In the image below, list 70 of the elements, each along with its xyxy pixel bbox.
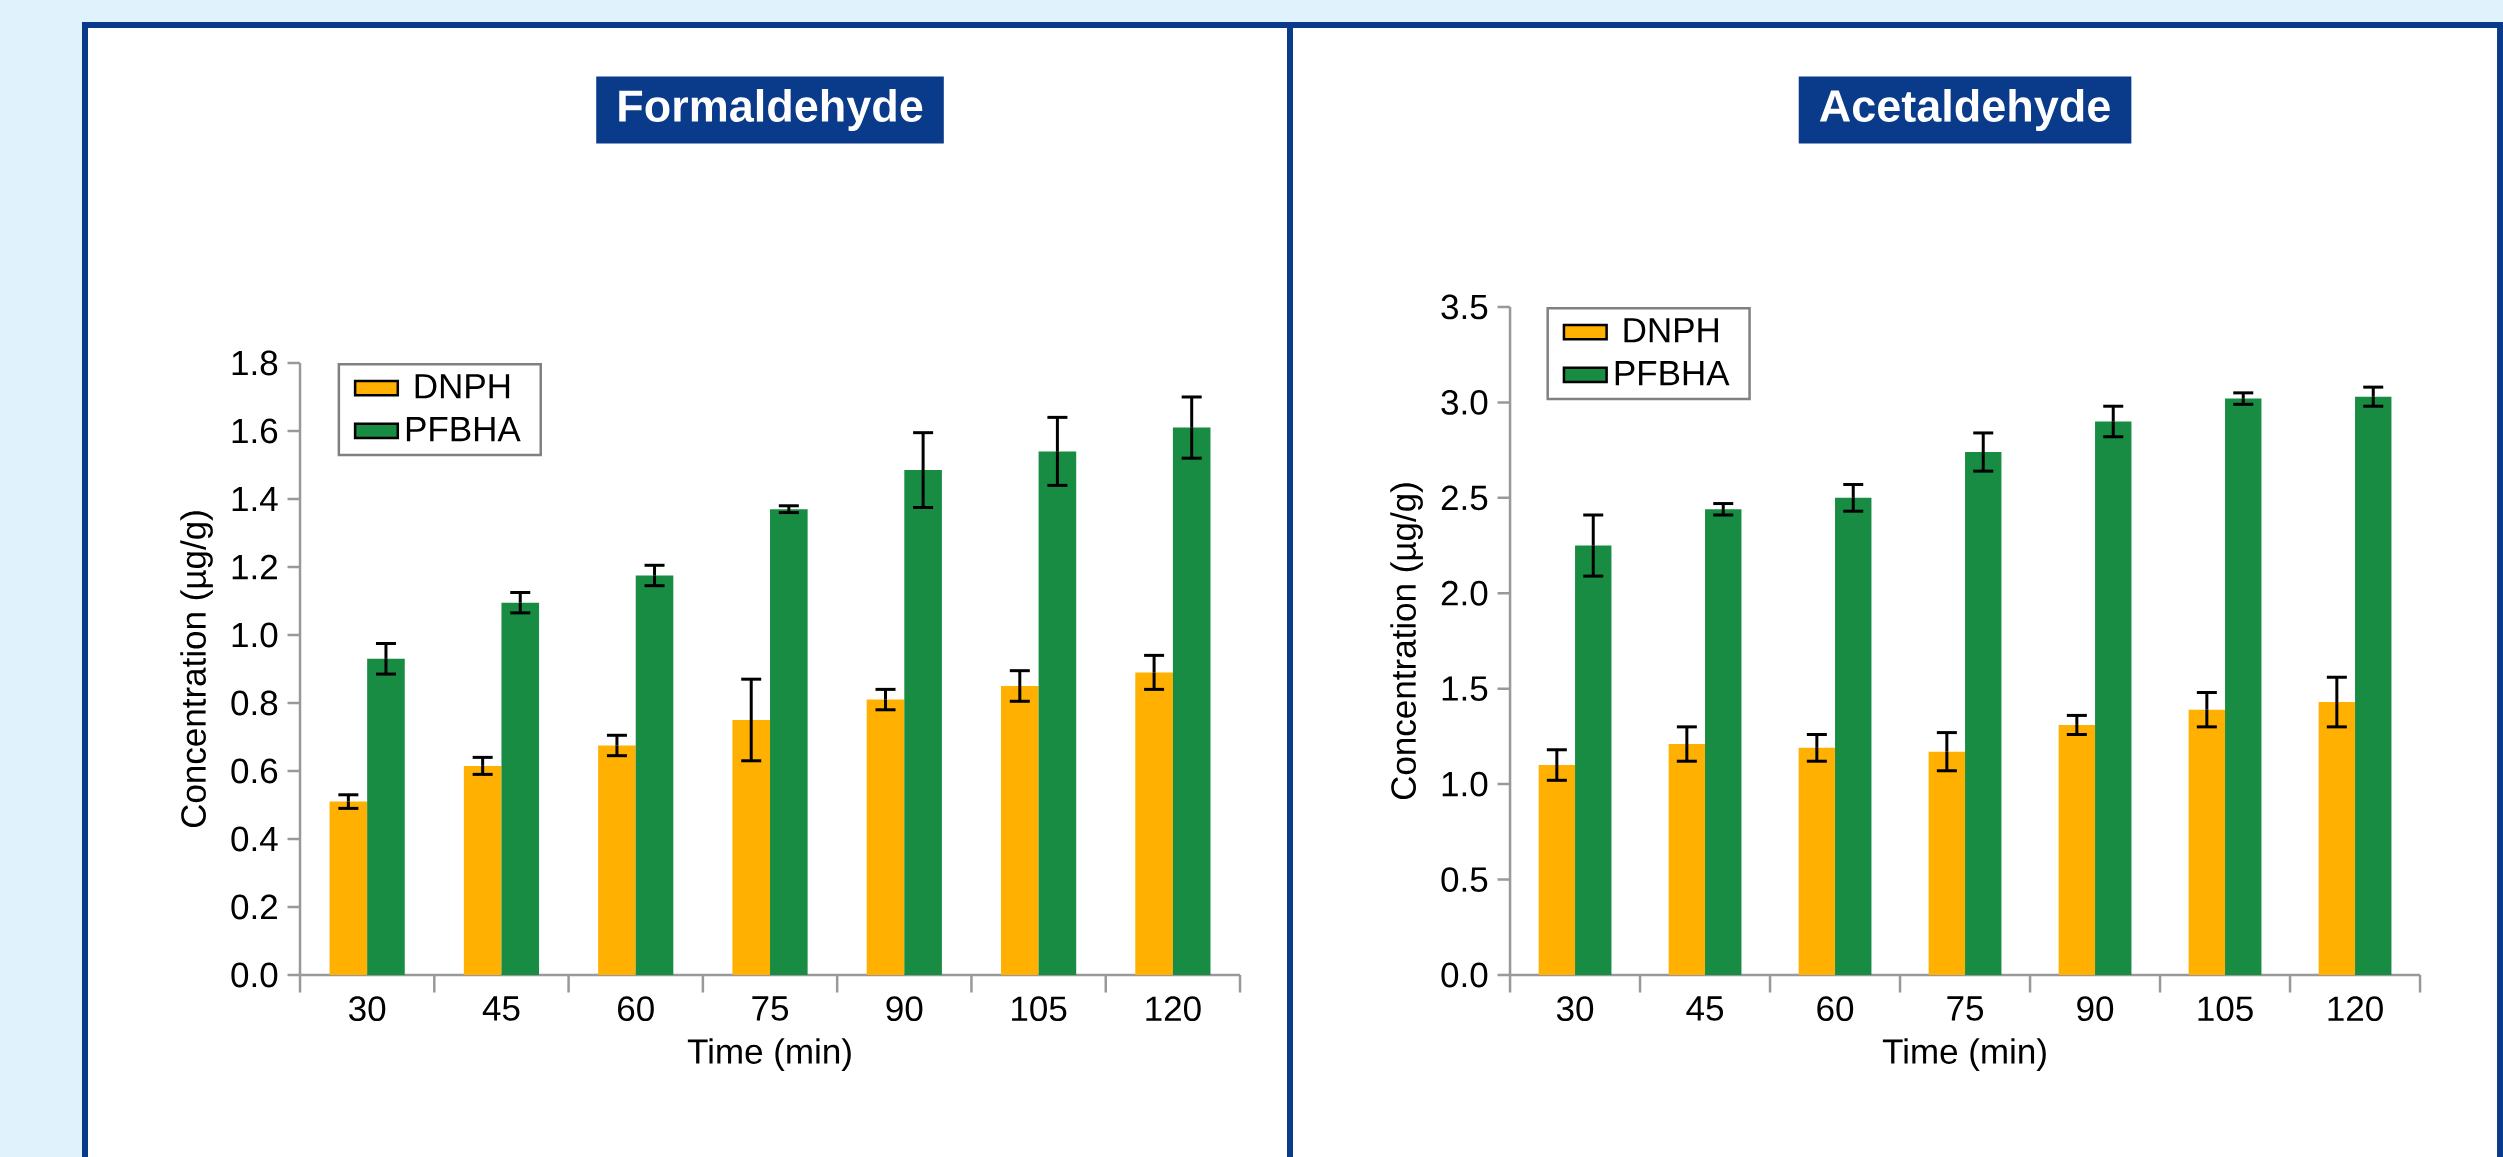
x-tick-label: 120 [1146, 996, 1201, 1022]
bar [1172, 427, 1211, 975]
bar [367, 658, 405, 975]
x-tick-label: 90 [886, 996, 923, 1022]
bar [1965, 452, 2002, 975]
bar [2188, 709, 2226, 975]
y-tick-label: 0.0 [231, 962, 278, 988]
bar [463, 765, 502, 975]
bar [1575, 545, 1612, 975]
x-tick-label: 90 [2077, 996, 2114, 1022]
bar [1001, 685, 1039, 975]
x-axis-title: Time (min) [687, 1038, 851, 1071]
bar [2058, 724, 2096, 975]
y-tick-label: 1.5 [1442, 676, 1488, 701]
bar [732, 719, 771, 975]
y-tick-label: 1.4 [232, 486, 278, 512]
chart-title: Acetaldehyde [1819, 88, 2110, 131]
legend-label: DNPH [1624, 318, 1718, 343]
x-tick-label: 30 [1556, 996, 1594, 1022]
y-tick-label: 0.0 [1441, 962, 1488, 988]
bar [329, 801, 368, 975]
bar [2225, 398, 2262, 975]
legend-label: DNPH [415, 374, 510, 399]
legend-label: PFBHA [406, 417, 521, 442]
bar [598, 745, 636, 975]
x-tick-label: 105 [2198, 996, 2253, 1022]
bar [770, 509, 808, 975]
x-tick-label: 120 [2328, 996, 2383, 1022]
chart-title: Formaldehyde [619, 88, 923, 131]
bar [1038, 451, 1077, 975]
x-tick-label: 60 [618, 996, 654, 1022]
bar [866, 699, 905, 975]
y-tick-label: 2.5 [1441, 485, 1488, 511]
legend-label: PFBHA [1615, 361, 1730, 386]
y-axis-title: Concentration (µg/g) [1390, 483, 1423, 800]
x-tick-label: 30 [349, 996, 386, 1022]
bar [904, 470, 942, 975]
bar [1668, 744, 1706, 975]
y-tick-label: 1.0 [1442, 771, 1488, 797]
y-axis-title: Concentration (µg/g) [180, 511, 213, 828]
y-tick-label: 0.2 [231, 894, 277, 920]
y-tick-label: 0.8 [231, 690, 278, 716]
y-tick-label: 0.6 [231, 758, 278, 784]
y-tick-label: 0.4 [231, 826, 278, 852]
y-tick-label: 1.0 [232, 622, 278, 648]
x-tick-label: 105 [1012, 996, 1067, 1022]
y-tick-label: 1.6 [232, 418, 278, 444]
x-tick-label: 45 [482, 996, 520, 1021]
y-tick-label: 2.0 [1441, 580, 1488, 606]
x-tick-label: 75 [1947, 996, 1984, 1021]
y-tick-label: 1.2 [232, 554, 277, 580]
bar [635, 575, 674, 975]
y-tick-label: 0.5 [1441, 867, 1488, 892]
bar [2095, 421, 2132, 975]
x-axis-title: Time (min) [1882, 1038, 2046, 1071]
bar [1798, 747, 1836, 975]
y-tick-label: 1.8 [232, 350, 278, 376]
bar [1835, 497, 1872, 975]
bar [2318, 702, 2356, 975]
x-tick-label: 75 [752, 996, 789, 1021]
bar [2355, 396, 2392, 975]
bar [1705, 509, 1742, 975]
y-tick-label: 3.5 [1441, 294, 1488, 320]
x-tick-label: 45 [1686, 996, 1724, 1021]
bar [1135, 672, 1173, 975]
y-tick-label: 3.0 [1441, 389, 1488, 415]
bar [501, 602, 540, 975]
x-tick-label: 60 [1817, 996, 1854, 1022]
bar [1928, 751, 1966, 975]
bar [1538, 765, 1576, 975]
